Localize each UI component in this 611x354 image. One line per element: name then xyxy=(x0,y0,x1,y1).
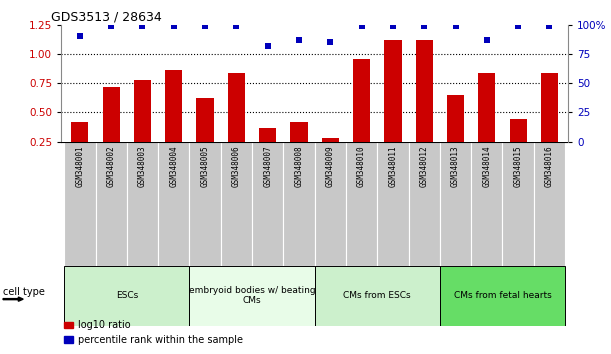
Bar xyxy=(541,73,558,171)
Bar xyxy=(346,142,377,266)
Bar xyxy=(415,40,433,171)
Bar xyxy=(534,142,565,266)
Point xyxy=(388,23,398,29)
Text: GSM348005: GSM348005 xyxy=(200,145,210,187)
Text: GSM348001: GSM348001 xyxy=(75,145,84,187)
Bar xyxy=(127,142,158,266)
Bar xyxy=(284,142,315,266)
Bar xyxy=(64,142,95,266)
Text: CMs from ESCs: CMs from ESCs xyxy=(343,291,411,300)
Text: embryoid bodies w/ beating
CMs: embryoid bodies w/ beating CMs xyxy=(189,286,315,305)
Text: GSM348009: GSM348009 xyxy=(326,145,335,187)
Point xyxy=(169,23,178,29)
Point xyxy=(200,23,210,29)
Bar xyxy=(377,142,409,266)
Bar xyxy=(95,142,127,266)
Point xyxy=(294,37,304,43)
Text: GDS3513 / 28634: GDS3513 / 28634 xyxy=(51,11,162,24)
Bar xyxy=(510,119,527,171)
Text: GSM348016: GSM348016 xyxy=(545,145,554,187)
Point xyxy=(482,37,492,43)
Point xyxy=(513,23,523,29)
Legend: log10 ratio, percentile rank within the sample: log10 ratio, percentile rank within the … xyxy=(60,316,247,349)
Bar xyxy=(409,142,440,266)
Bar xyxy=(315,142,346,266)
Bar xyxy=(189,266,315,326)
Bar xyxy=(290,122,307,171)
Text: GSM348003: GSM348003 xyxy=(138,145,147,187)
Bar xyxy=(165,70,183,171)
Bar xyxy=(322,138,339,171)
Text: GSM348012: GSM348012 xyxy=(420,145,429,187)
Bar xyxy=(384,40,401,171)
Bar xyxy=(259,127,276,171)
Text: CMs from fetal hearts: CMs from fetal hearts xyxy=(453,291,551,300)
Bar xyxy=(315,266,440,326)
Point xyxy=(451,23,461,29)
Text: ESCs: ESCs xyxy=(115,291,138,300)
Text: GSM348006: GSM348006 xyxy=(232,145,241,187)
Text: GSM348015: GSM348015 xyxy=(514,145,522,187)
Point xyxy=(232,23,241,29)
Bar xyxy=(71,122,89,171)
Text: GSM348010: GSM348010 xyxy=(357,145,366,187)
Bar xyxy=(228,73,245,171)
Bar xyxy=(189,142,221,266)
Bar xyxy=(447,95,464,171)
Bar xyxy=(478,73,496,171)
Point xyxy=(357,23,367,29)
Bar xyxy=(252,142,284,266)
Point xyxy=(544,23,554,29)
Text: GSM348007: GSM348007 xyxy=(263,145,273,187)
Text: GSM348002: GSM348002 xyxy=(107,145,115,187)
Point xyxy=(419,23,429,29)
Bar xyxy=(134,80,151,171)
Text: GSM348013: GSM348013 xyxy=(451,145,460,187)
Bar xyxy=(64,266,189,326)
Bar xyxy=(103,87,120,171)
Text: GSM348011: GSM348011 xyxy=(389,145,397,187)
Bar xyxy=(440,142,471,266)
Text: cell type: cell type xyxy=(3,287,45,297)
Bar xyxy=(471,142,502,266)
Point xyxy=(75,34,85,39)
Point xyxy=(326,40,335,45)
Text: GSM348004: GSM348004 xyxy=(169,145,178,187)
Text: GSM348008: GSM348008 xyxy=(295,145,304,187)
Bar xyxy=(158,142,189,266)
Point xyxy=(106,23,116,29)
Text: GSM348014: GSM348014 xyxy=(482,145,491,187)
Point xyxy=(137,23,147,29)
Bar xyxy=(440,266,565,326)
Bar xyxy=(197,98,214,171)
Bar xyxy=(353,59,370,171)
Bar xyxy=(502,142,534,266)
Point xyxy=(263,43,273,48)
Bar xyxy=(221,142,252,266)
